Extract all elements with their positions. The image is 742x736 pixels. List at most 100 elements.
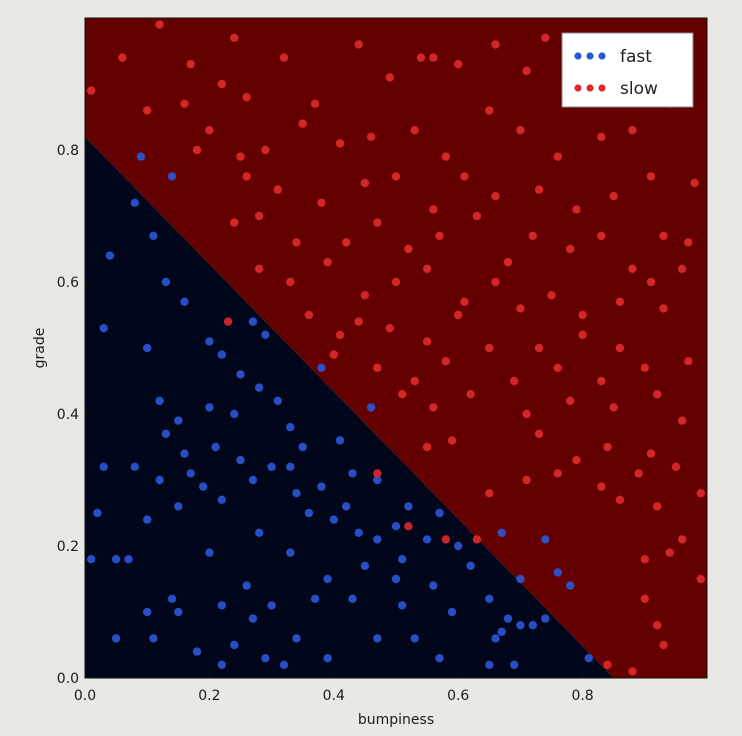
point-fast bbox=[516, 574, 525, 584]
point-fast bbox=[167, 172, 177, 181]
point-slow bbox=[261, 145, 270, 155]
point-slow bbox=[646, 449, 656, 458]
legend-marker-slow bbox=[574, 84, 606, 92]
point-slow bbox=[429, 53, 438, 62]
point-fast bbox=[130, 198, 139, 207]
point-fast bbox=[273, 396, 282, 405]
point-slow bbox=[597, 231, 606, 240]
point-fast bbox=[373, 475, 382, 485]
point-slow bbox=[690, 178, 699, 188]
point-slow bbox=[373, 363, 382, 372]
point-fast bbox=[180, 297, 189, 306]
point-fast bbox=[485, 660, 494, 669]
point-slow bbox=[572, 205, 581, 214]
point-slow bbox=[684, 238, 693, 247]
point-fast bbox=[292, 489, 301, 498]
point-slow bbox=[572, 456, 581, 465]
point-fast bbox=[174, 607, 183, 617]
point-fast bbox=[111, 634, 121, 643]
point-slow bbox=[677, 416, 687, 425]
point-slow bbox=[628, 667, 637, 676]
legend-dot-fast bbox=[574, 52, 582, 60]
point-fast bbox=[248, 475, 258, 485]
point-slow bbox=[603, 660, 612, 669]
legend-label-slow: slow bbox=[620, 79, 658, 99]
point-fast bbox=[87, 555, 96, 564]
point-fast bbox=[111, 555, 121, 564]
point-fast bbox=[155, 475, 164, 485]
y-axis-label: grade bbox=[32, 328, 48, 369]
point-fast bbox=[366, 403, 376, 412]
point-slow bbox=[491, 40, 500, 49]
point-slow bbox=[385, 73, 394, 82]
point-slow bbox=[516, 126, 525, 135]
point-slow bbox=[671, 462, 681, 471]
point-fast bbox=[186, 469, 195, 478]
point-fast bbox=[161, 429, 171, 438]
x-axis-label: bumpiness bbox=[358, 712, 434, 728]
point-slow bbox=[310, 99, 320, 109]
point-slow bbox=[223, 317, 233, 326]
point-fast bbox=[143, 515, 152, 524]
point-slow bbox=[155, 20, 164, 29]
point-slow bbox=[653, 621, 662, 630]
plot-area bbox=[84, 17, 708, 679]
point-slow bbox=[522, 475, 531, 485]
point-fast bbox=[491, 634, 500, 643]
point-fast bbox=[528, 621, 537, 630]
point-fast bbox=[217, 601, 226, 610]
point-slow bbox=[491, 192, 500, 201]
legend-dot-slow bbox=[574, 84, 582, 92]
point-slow bbox=[298, 119, 307, 128]
point-slow bbox=[566, 396, 575, 405]
point-slow bbox=[553, 152, 562, 161]
point-slow bbox=[373, 218, 382, 227]
point-slow bbox=[553, 363, 562, 372]
point-fast bbox=[447, 607, 457, 617]
point-slow bbox=[360, 178, 370, 188]
point-slow bbox=[447, 436, 457, 445]
point-fast bbox=[242, 581, 251, 590]
point-fast bbox=[584, 654, 593, 663]
legend-dot-slow bbox=[598, 84, 606, 92]
point-fast bbox=[255, 528, 264, 537]
point-slow bbox=[354, 317, 363, 326]
point-slow bbox=[441, 535, 450, 544]
point-slow bbox=[335, 330, 345, 339]
point-slow bbox=[342, 238, 351, 247]
point-fast bbox=[205, 337, 214, 346]
point-fast bbox=[205, 403, 214, 412]
point-fast bbox=[310, 594, 320, 603]
point-fast bbox=[553, 568, 562, 577]
point-slow bbox=[460, 172, 469, 181]
point-fast bbox=[317, 363, 326, 372]
point-slow bbox=[441, 152, 450, 161]
point-fast bbox=[354, 528, 363, 537]
point-fast bbox=[348, 469, 357, 478]
point-fast bbox=[217, 660, 226, 669]
point-slow bbox=[566, 244, 575, 254]
point-slow bbox=[677, 535, 687, 544]
point-slow bbox=[410, 376, 419, 386]
y-axis: 0.0 0.2 0.4 0.6 0.8 bbox=[57, 143, 91, 687]
point-slow bbox=[404, 244, 413, 254]
point-fast bbox=[404, 502, 413, 511]
point-slow bbox=[578, 330, 587, 339]
point-slow bbox=[186, 59, 195, 69]
point-slow bbox=[653, 502, 662, 511]
point-slow bbox=[553, 469, 562, 478]
point-fast bbox=[348, 594, 357, 603]
point-slow bbox=[242, 93, 251, 102]
point-fast bbox=[124, 555, 133, 564]
legend: fast slow bbox=[561, 32, 694, 108]
point-fast bbox=[398, 601, 407, 610]
point-slow bbox=[665, 548, 674, 557]
point-slow bbox=[391, 277, 401, 287]
point-slow bbox=[317, 198, 326, 207]
point-slow bbox=[684, 357, 693, 366]
point-slow bbox=[118, 53, 127, 62]
point-fast bbox=[323, 654, 332, 663]
point-slow bbox=[286, 277, 295, 287]
point-slow bbox=[578, 310, 587, 320]
point-slow bbox=[404, 522, 413, 531]
